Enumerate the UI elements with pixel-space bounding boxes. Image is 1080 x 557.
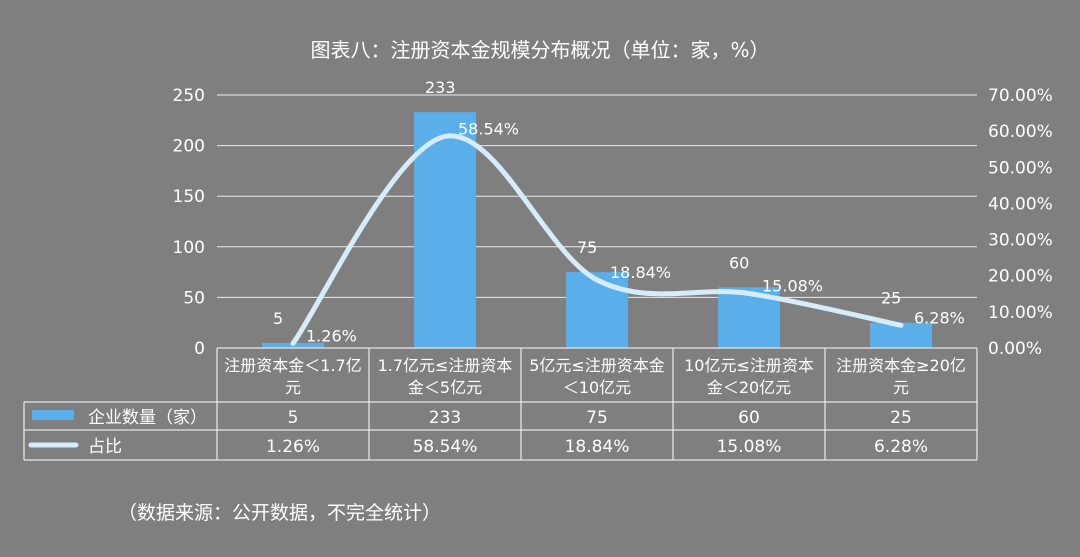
- y-left-tick-label: 250: [173, 86, 205, 106]
- table-cell-ratio: 18.84%: [565, 437, 630, 457]
- table-cell-ratio: 15.08%: [717, 437, 782, 457]
- y-left-tick-label: 200: [173, 137, 205, 157]
- y-right-tick-label: 70.00%: [988, 86, 1053, 106]
- chart-title: 图表八：注册资本金规模分布概况（单位：家，%）: [310, 38, 770, 62]
- y-right-tick-label: 0.00%: [988, 339, 1042, 359]
- category-label: 10亿元≤注册资本: [684, 356, 814, 375]
- data-source-note: （数据来源：公开数据，不完全统计）: [118, 502, 442, 524]
- table-cell-count: 75: [586, 408, 608, 428]
- y-right-tick-label: 10.00%: [988, 303, 1053, 323]
- y-right-tick-label: 50.00%: [988, 158, 1053, 178]
- line-value-label: 18.84%: [610, 263, 671, 282]
- y-right-tick-label: 40.00%: [988, 194, 1053, 214]
- table-cell-count: 5: [288, 408, 299, 428]
- bar-value-label: 233: [425, 78, 456, 97]
- category-label: 元: [285, 378, 301, 397]
- legend-series-name: 占比: [88, 437, 122, 457]
- legend-bar-key: [32, 410, 74, 420]
- y-right-tick-label: 30.00%: [988, 231, 1053, 251]
- table-cell-ratio: 1.26%: [266, 437, 320, 457]
- bar-value-label: 75: [577, 238, 597, 257]
- y-right-tick-label: 20.00%: [988, 267, 1053, 287]
- category-label: 金＜20亿元: [707, 378, 791, 397]
- y-left-tick-label: 100: [173, 238, 205, 258]
- category-label: 5亿元≤注册资本金: [529, 356, 665, 375]
- category-label: 注册资本金＜1.7亿: [224, 356, 361, 375]
- category-label: 注册资本金≥20亿: [836, 356, 966, 375]
- table-cell-ratio: 58.54%: [413, 437, 478, 457]
- bar: [414, 112, 476, 348]
- line-value-label: 15.08%: [762, 276, 823, 295]
- line-value-label: 6.28%: [914, 308, 965, 327]
- legend-series-name: 企业数量（家）: [88, 408, 207, 428]
- bar-value-label: 5: [273, 309, 283, 328]
- y-right-tick-label: 60.00%: [988, 122, 1053, 142]
- line-value-label: 1.26%: [306, 326, 357, 345]
- bar-value-label: 25: [881, 289, 901, 308]
- table-cell-ratio: 6.28%: [874, 437, 928, 457]
- table-cell-count: 233: [429, 408, 461, 428]
- ratio-line: [290, 133, 904, 346]
- category-label: 1.7亿元≤注册资本: [378, 356, 513, 375]
- category-label: 元: [893, 378, 909, 397]
- bar-value-label: 60: [729, 253, 749, 272]
- line-value-label: 58.54%: [458, 119, 519, 138]
- category-label: ＜10亿元: [563, 378, 631, 397]
- y-left-tick-label: 0: [194, 339, 205, 359]
- y-left-tick-label: 50: [183, 288, 205, 308]
- category-label: 金＜5亿元: [408, 378, 482, 397]
- table-cell-count: 25: [890, 408, 912, 428]
- table-cell-count: 60: [738, 408, 760, 428]
- bar: [566, 272, 628, 348]
- y-left-tick-label: 150: [173, 187, 205, 207]
